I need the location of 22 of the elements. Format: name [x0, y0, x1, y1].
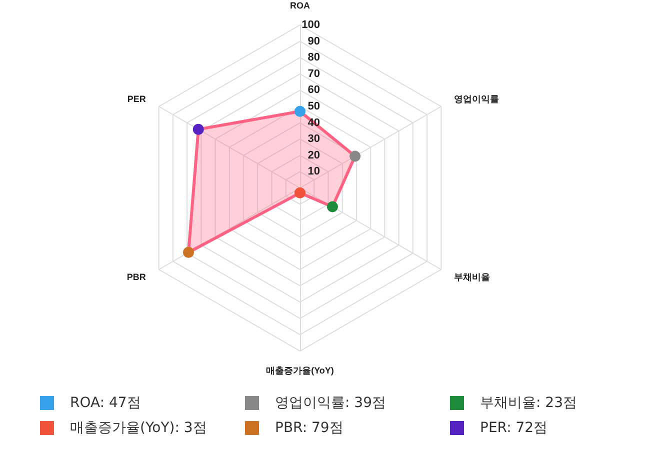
y-tick-label: 40	[308, 116, 320, 129]
spoke-label: 매출증가율(YoY)	[266, 366, 334, 376]
y-tick-label: 10	[308, 166, 320, 178]
text: ROA: 47점	[70, 394, 141, 412]
spoke-label: ROA	[290, 0, 310, 10]
text: 영업이익률: 39점	[275, 394, 386, 412]
text: PER: 72점	[480, 418, 548, 436]
y-tick-label: 50	[308, 100, 320, 112]
y-tick-label: 80	[308, 52, 320, 64]
text: 매출증가율(YoY): 3점	[70, 418, 207, 436]
y-tick-label: 30	[308, 133, 320, 146]
y-tick-label: 70	[308, 68, 320, 80]
text: PBR: 79점	[275, 418, 344, 436]
y-tick-label: 100	[302, 19, 320, 31]
spoke-label: 영업이익률	[454, 94, 500, 104]
text: 부채비율: 23점	[480, 394, 577, 412]
y-tick-label: 90	[308, 35, 320, 48]
spoke-label: PBR	[126, 272, 146, 282]
y-tick-label: 20	[308, 149, 320, 162]
spoke-label: 부채비율	[454, 272, 490, 282]
y-tick-label: 60	[308, 84, 320, 96]
spoke-label: PER	[127, 94, 146, 104]
